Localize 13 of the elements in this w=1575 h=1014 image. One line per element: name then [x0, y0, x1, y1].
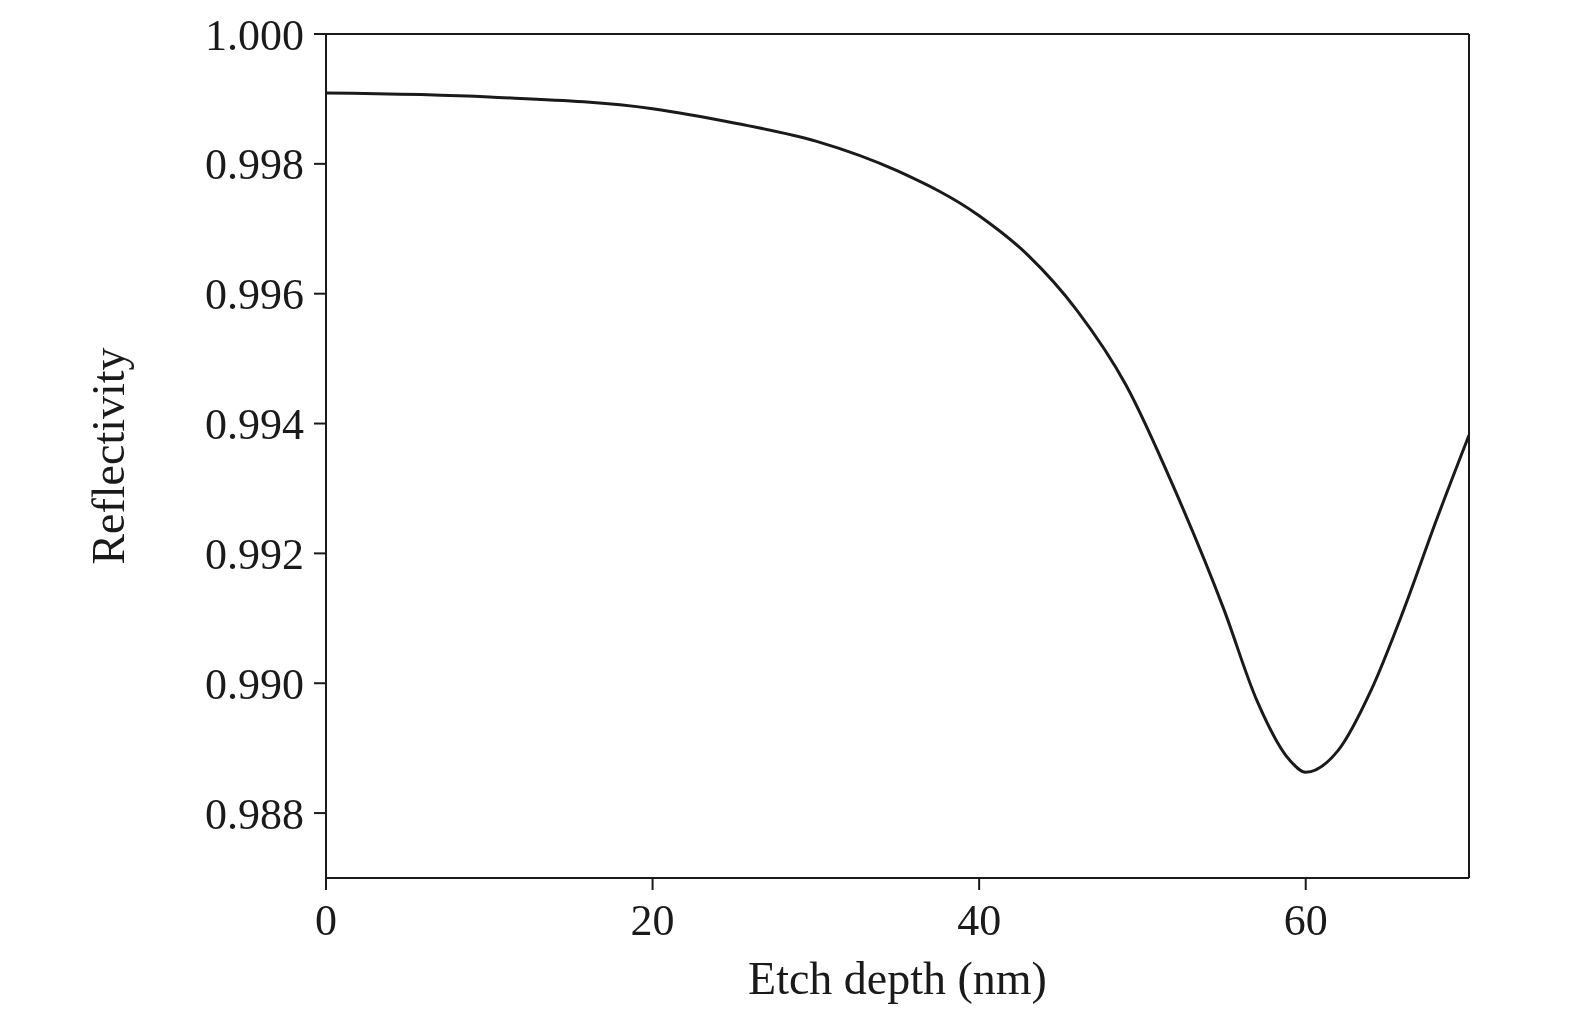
y-tick-label: 0.994 [205, 400, 304, 450]
x-tick-label: 0 [315, 896, 337, 946]
x-tick-label: 60 [1283, 896, 1328, 946]
x-tick-label: 20 [630, 896, 675, 946]
y-tick-label: 0.996 [205, 270, 304, 320]
y-tick-label: 0.990 [205, 659, 304, 709]
y-axis-title: Reflectivity [83, 347, 135, 565]
y-tick-label: 0.992 [205, 530, 304, 579]
y-tick-label: 0.998 [205, 140, 304, 190]
x-tick-label: 40 [957, 896, 1002, 946]
x-axis-title: Etch depth (nm) [748, 953, 1047, 1004]
y-tick-label: 0.988 [205, 789, 304, 839]
y-tick-label: 1.000 [205, 10, 304, 60]
